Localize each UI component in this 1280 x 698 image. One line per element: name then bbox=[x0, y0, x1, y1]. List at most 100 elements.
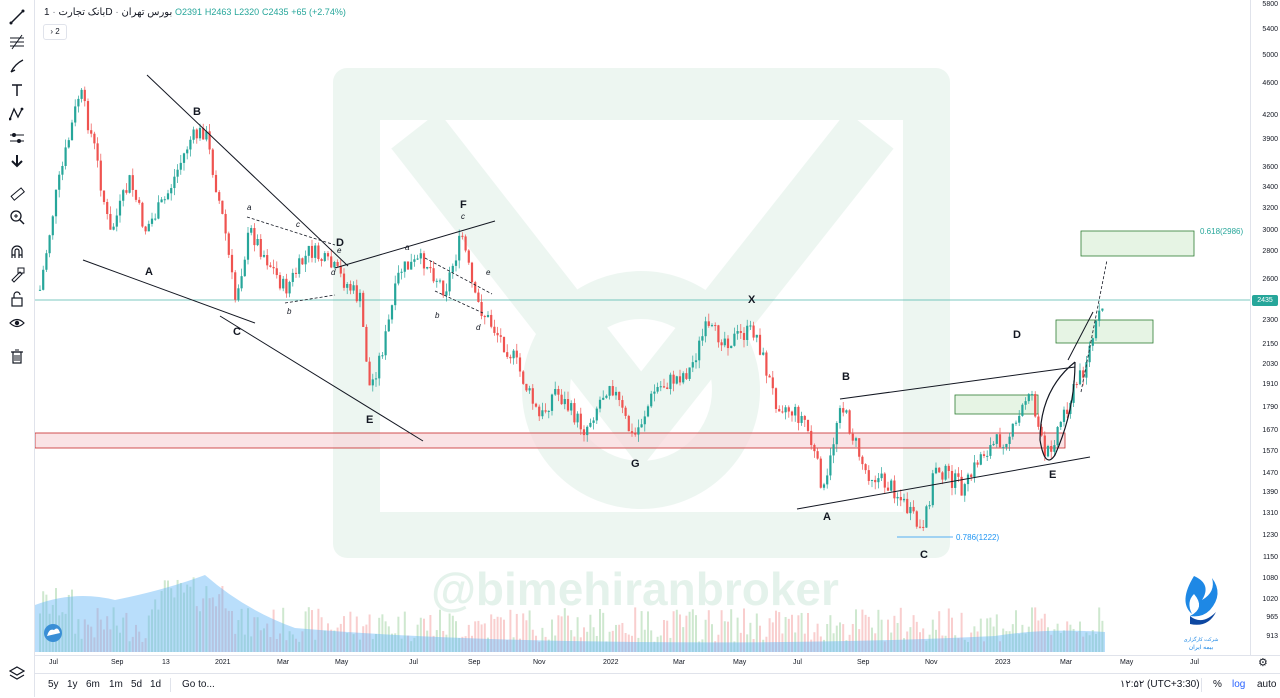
candle-body bbox=[422, 253, 426, 269]
volume-bar bbox=[477, 620, 480, 652]
clock-timezone[interactable]: ۱۲:۵۲ (UTC+3:30) bbox=[1120, 679, 1200, 690]
brush-icon[interactable] bbox=[5, 55, 29, 77]
pattern-icon[interactable] bbox=[5, 103, 29, 125]
candle-body bbox=[304, 255, 307, 265]
price-chart[interactable]: @bimehiranbroker bbox=[35, 0, 1250, 655]
volume-bar bbox=[842, 624, 845, 652]
candle-body bbox=[963, 484, 966, 496]
volume-bar bbox=[314, 639, 317, 652]
candle-body bbox=[83, 89, 86, 102]
lock-icon[interactable] bbox=[5, 288, 29, 310]
candle-body bbox=[822, 484, 826, 488]
price-tick: 2600 bbox=[1262, 276, 1278, 283]
volume-bar bbox=[519, 638, 521, 652]
volume-bar bbox=[362, 626, 365, 652]
candle-body bbox=[1101, 308, 1104, 311]
volume-bar bbox=[93, 637, 96, 652]
range-6m[interactable]: 6m bbox=[86, 679, 100, 690]
volume-bar bbox=[355, 616, 358, 652]
low-value: L2320 bbox=[234, 7, 260, 17]
subwave-c1: c bbox=[296, 220, 300, 229]
settings-gear-icon[interactable]: ⚙ bbox=[1258, 657, 1268, 669]
candle-body bbox=[259, 239, 262, 257]
candle-body bbox=[154, 218, 157, 220]
volume-bar bbox=[634, 607, 637, 652]
range-5d[interactable]: 5d bbox=[131, 679, 143, 690]
candle-body bbox=[355, 285, 358, 302]
candle-body bbox=[1062, 409, 1066, 422]
price-axis[interactable]: 5800 5400 5000 4600 4200 3900 3600 3400 3200 3000… bbox=[1250, 0, 1280, 655]
candle-body bbox=[570, 403, 573, 411]
ruler-icon[interactable] bbox=[5, 183, 29, 205]
candle-body bbox=[278, 275, 282, 289]
goto-button[interactable]: Go to... bbox=[182, 679, 215, 690]
volume-bar bbox=[496, 616, 499, 652]
text-icon[interactable] bbox=[5, 79, 29, 101]
chart-area[interactable]: @bimehiranbroker bbox=[35, 0, 1250, 655]
volume-bar bbox=[138, 631, 141, 652]
volume-bar bbox=[627, 634, 630, 652]
candle-body bbox=[144, 226, 147, 232]
candle-body bbox=[227, 233, 230, 255]
zoom-icon[interactable] bbox=[5, 206, 29, 228]
volume-bar bbox=[480, 624, 483, 652]
volume-bar bbox=[179, 582, 182, 652]
volume-bar bbox=[336, 627, 339, 652]
candle-body bbox=[806, 419, 810, 431]
eye-icon[interactable] bbox=[5, 312, 29, 334]
candle-body bbox=[531, 388, 534, 404]
time-tick: Mar bbox=[277, 659, 290, 666]
log-scale-button[interactable]: log bbox=[1232, 679, 1246, 690]
candle-body bbox=[403, 261, 406, 272]
logo-caption-1: شرکت کارگزاری bbox=[1183, 637, 1219, 643]
trash-icon[interactable] bbox=[5, 345, 29, 367]
candle-body bbox=[253, 228, 256, 246]
line-tool-icon[interactable] bbox=[5, 6, 29, 28]
range-1m[interactable]: 1m bbox=[109, 679, 123, 690]
candle-body bbox=[976, 462, 979, 465]
magnet-icon[interactable] bbox=[5, 241, 29, 263]
fib-tool-icon[interactable] bbox=[5, 31, 29, 53]
volume-bar bbox=[752, 639, 755, 652]
layers-icon[interactable] bbox=[5, 662, 29, 684]
candle-body bbox=[483, 316, 486, 318]
wave-label-D2: D bbox=[1013, 329, 1021, 341]
fib-label-bottom: 0.786(1222) bbox=[956, 533, 999, 542]
candle-body bbox=[166, 193, 170, 200]
candle-body bbox=[211, 149, 214, 175]
volume-bar bbox=[807, 613, 809, 652]
range-5y[interactable]: 5y bbox=[48, 679, 59, 690]
candle-body bbox=[288, 281, 291, 294]
candle-body bbox=[912, 506, 915, 512]
candle-body bbox=[851, 433, 854, 441]
auto-scale-button[interactable]: auto bbox=[1257, 679, 1277, 690]
range-1d[interactable]: 1d bbox=[150, 679, 162, 690]
range-1y[interactable]: 1y bbox=[67, 679, 78, 690]
volume-bar bbox=[621, 622, 624, 652]
volume-bar bbox=[432, 635, 435, 652]
symbol-name[interactable]: بانک تجارت bbox=[58, 7, 106, 18]
candle-body bbox=[1011, 423, 1014, 437]
volume-bar bbox=[957, 638, 960, 652]
time-tick: Mar bbox=[673, 659, 686, 666]
collapse-indicators-button[interactable]: › 2 bbox=[43, 24, 67, 40]
lock-draw-icon[interactable] bbox=[5, 264, 29, 286]
volume-bar bbox=[240, 608, 243, 652]
candle-body bbox=[61, 165, 64, 175]
prediction-icon[interactable] bbox=[5, 127, 29, 149]
candle-body bbox=[499, 335, 502, 337]
arrow-down-icon[interactable] bbox=[5, 150, 29, 172]
volume-bar bbox=[1088, 635, 1091, 652]
candle-body bbox=[544, 410, 547, 412]
volume-bar bbox=[794, 632, 797, 652]
volume-bar bbox=[445, 634, 448, 652]
volume-bar bbox=[826, 624, 829, 652]
time-axis[interactable]: Jul Sep 13 2021 Mar May Jul Sep Nov 2022 Mar May Jul… bbox=[35, 655, 1280, 673]
subwave-a1: a bbox=[247, 203, 252, 212]
volume-bar bbox=[819, 636, 822, 652]
subwave-a2: a bbox=[405, 243, 410, 252]
percent-scale-button[interactable]: % bbox=[1213, 679, 1222, 690]
volume-bar bbox=[1098, 607, 1101, 652]
volume-bar bbox=[112, 607, 115, 652]
candle-body bbox=[1037, 416, 1040, 427]
